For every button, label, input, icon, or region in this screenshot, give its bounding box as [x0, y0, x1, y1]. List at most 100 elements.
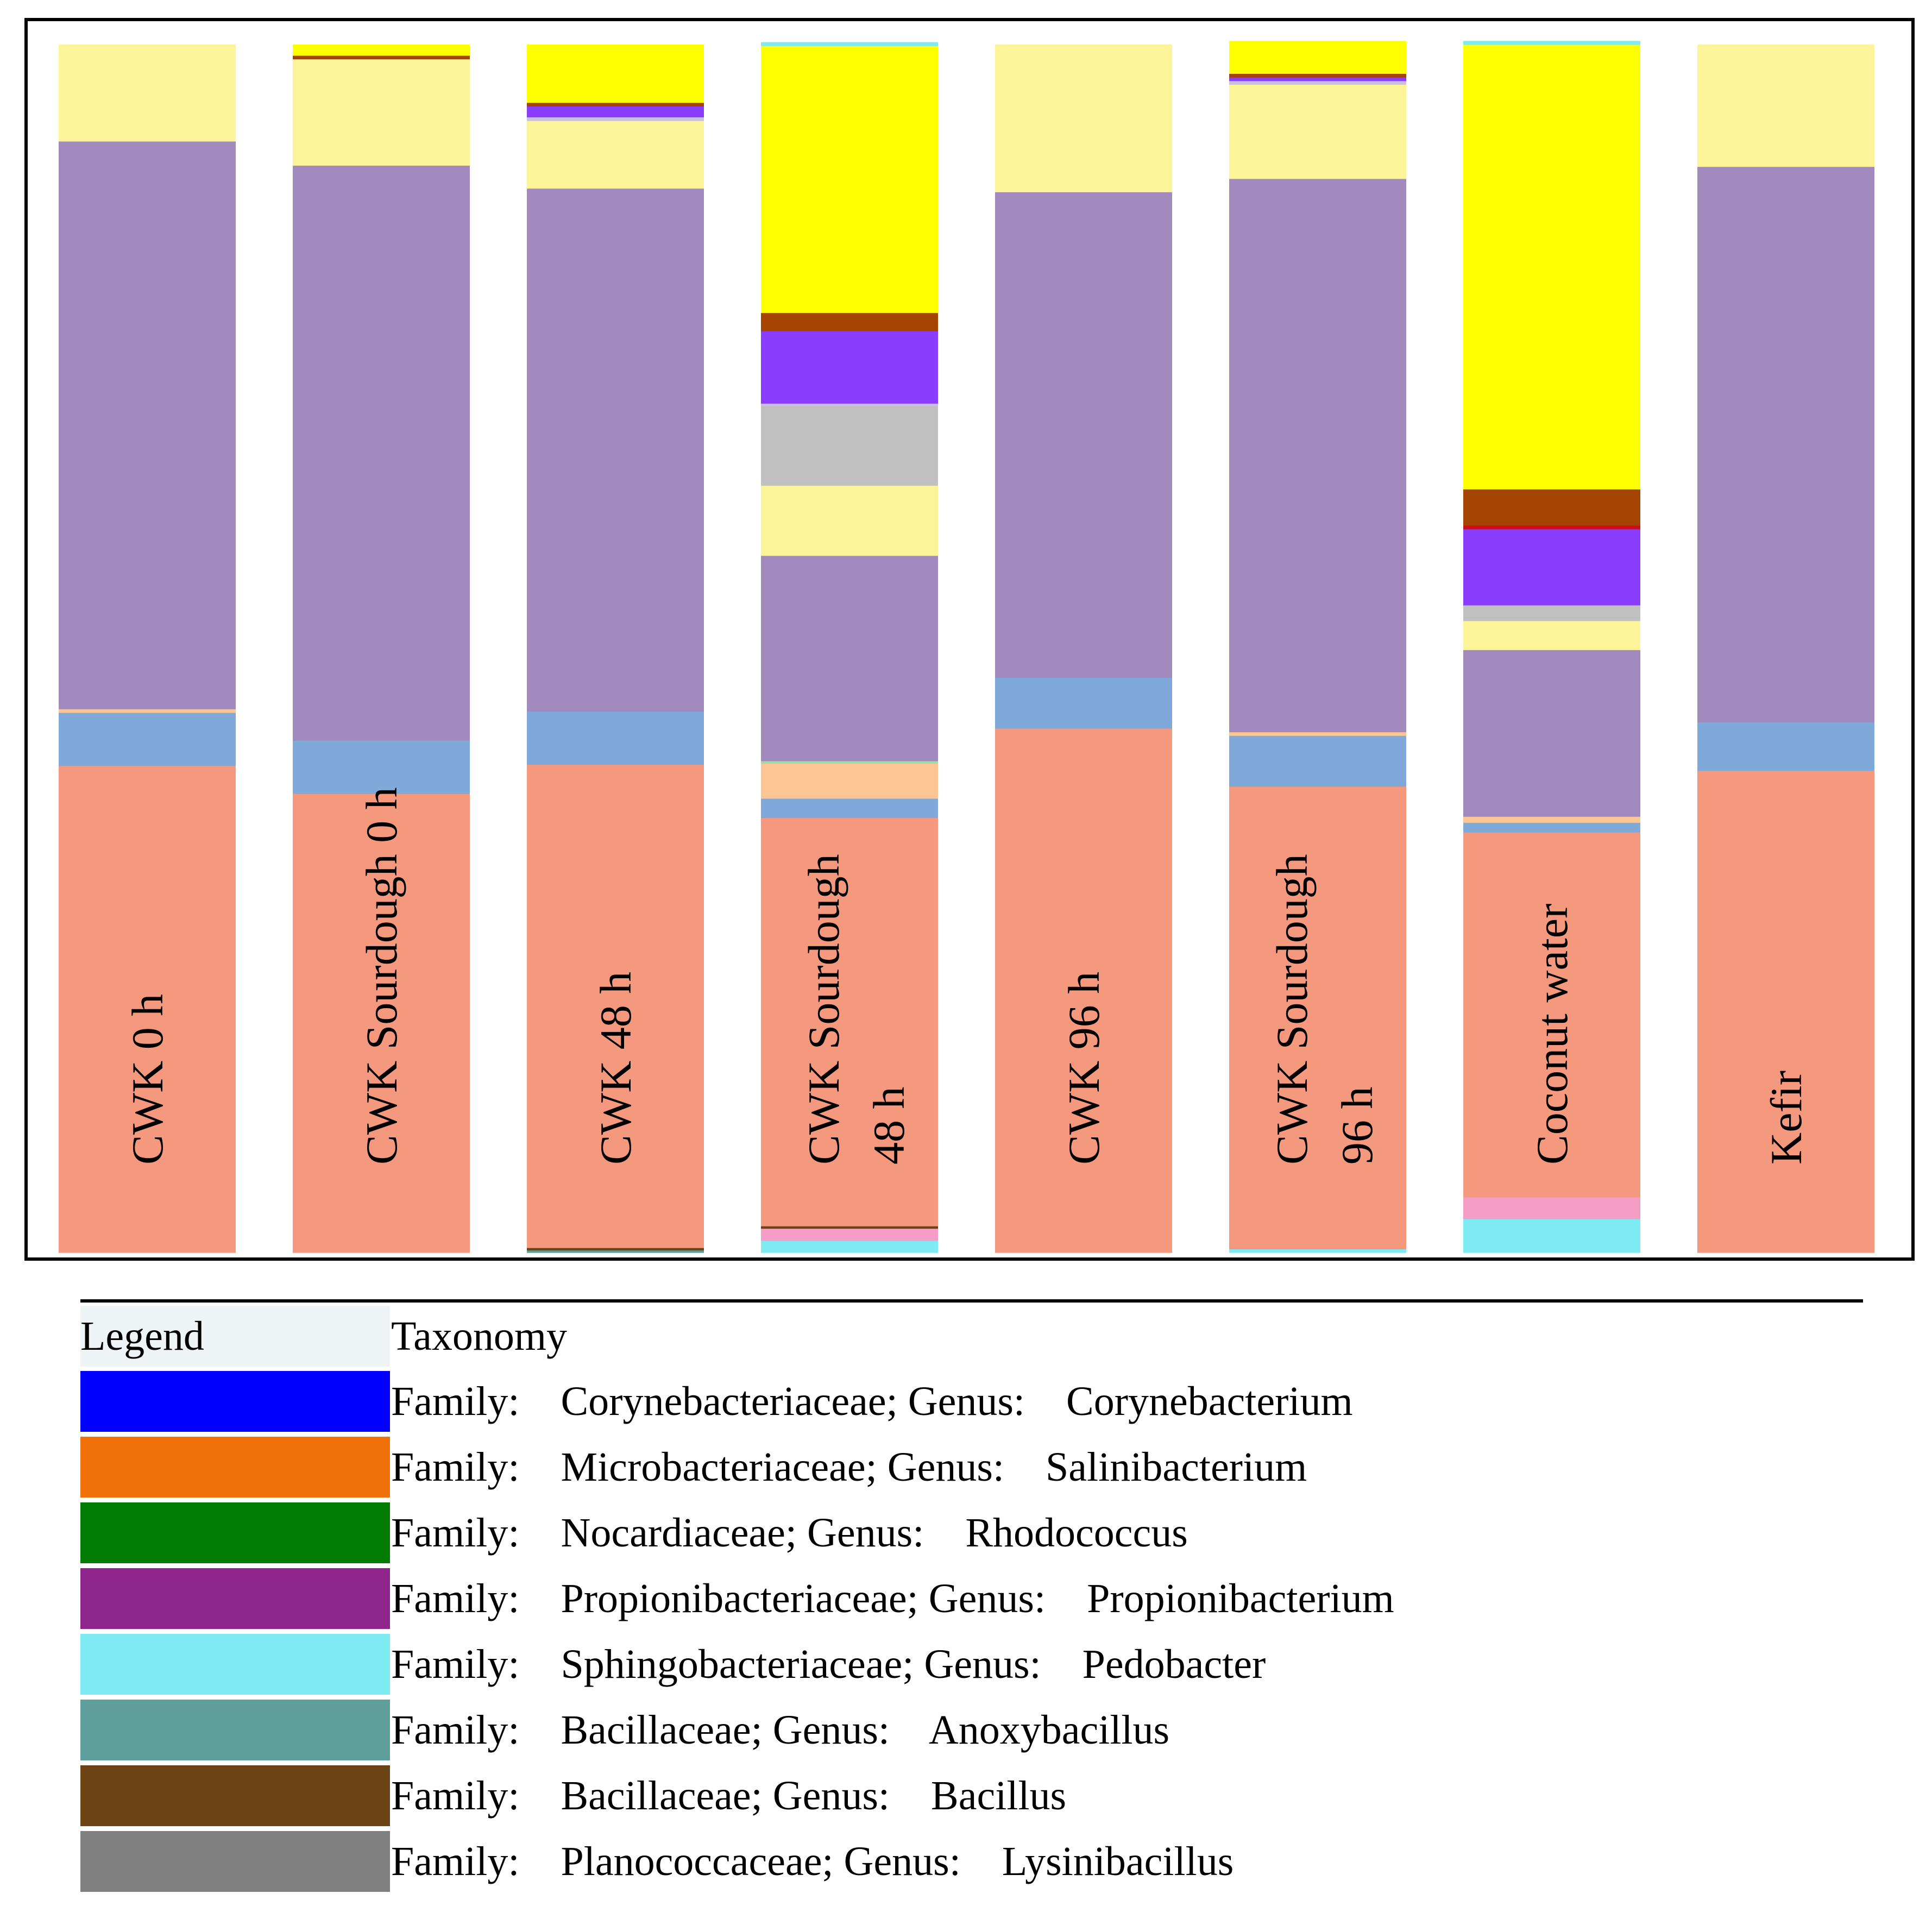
bar-label-1: CWK Sourdough 0 h: [357, 787, 406, 1165]
bar-segment-6-14: [1463, 489, 1640, 526]
bar-label-line: Coconut water: [1527, 904, 1577, 1165]
bar-segment-5-11: [1229, 80, 1406, 85]
bar-label-5: CWK Sourdough 96 h: [1267, 854, 1382, 1165]
bar-segment-3-12: [761, 331, 938, 404]
legend-header-label: Legend: [80, 1313, 204, 1359]
bar-label-line: CWK Sourdough: [799, 854, 848, 1165]
legend-swatch: [80, 1437, 390, 1498]
bar-segment-6-9: [1463, 620, 1640, 650]
legend-swatch: [80, 1371, 390, 1432]
bar-segment-2-15: [527, 45, 704, 103]
bar-segment-3-16: [761, 42, 938, 46]
bar-segment-3-5: [761, 798, 938, 818]
bar-segment-6-16: [1463, 41, 1640, 45]
bar-segment-6-15: [1463, 45, 1640, 490]
bar-segment-6-0: [1463, 1218, 1640, 1253]
legend-swatch: [80, 1634, 390, 1695]
bar-segment-3-7: [761, 760, 938, 764]
bar-segment-3-1: [761, 1228, 938, 1241]
bar-segment-3-3: [761, 1226, 938, 1229]
legend-swatch: [80, 1700, 390, 1760]
bar-segment-4-9: [995, 45, 1172, 192]
legend-swatch: [80, 1568, 390, 1629]
bar-segment-5-4: [1229, 786, 1406, 1249]
bar-label-line: 48 h: [864, 1087, 914, 1165]
bar-segment-2-3: [527, 1248, 704, 1251]
legend-label: Family: Planococcaceae; Genus: Lysinibac…: [391, 1839, 1234, 1884]
bar-segment-6-1: [1463, 1197, 1640, 1219]
bar-segment-2-4: [527, 764, 704, 1248]
bar-segment-3-0: [761, 1240, 938, 1253]
bar-label-line: CWK Sourdough: [1267, 854, 1317, 1165]
bar-segment-6-13: [1463, 525, 1640, 530]
bar-segment-3-10: [761, 405, 938, 486]
bar-segment-1-8: [293, 165, 470, 741]
bar-segment-2-5: [527, 711, 704, 765]
bar-segment-5-0: [1229, 1249, 1406, 1253]
bar-segment-7-4: [1697, 770, 1874, 1253]
stacked-bar-chart: CWK 0 h CWK Sourdough 0 h CWK 48 h CWK Sour…: [59, 41, 1874, 1253]
bar-segment-2-14: [527, 102, 704, 107]
bar-label-0: CWK 0 h: [123, 994, 172, 1165]
bar-segment-1-4: [293, 793, 470, 1253]
legend-top-rule: [80, 1299, 1863, 1303]
bar-label-3: CWK Sourdough 48 h: [799, 854, 914, 1165]
bar-segment-3-4: [761, 817, 938, 1226]
legend-swatch: [80, 1831, 390, 1892]
bar-segment-5-15: [1229, 41, 1406, 74]
legend-label: Family: Bacillaceae; Genus: Anoxybacillu…: [391, 1707, 1170, 1753]
bar-segment-0-4: [59, 765, 236, 1253]
bar-segment-1-5: [293, 740, 470, 794]
legend-label: Family: Propionibacteriaceae; Genus: Pro…: [391, 1576, 1394, 1621]
bar-segment-5-6: [1229, 732, 1406, 736]
bar-segment-3-8: [761, 555, 938, 762]
bar-segment-3-9: [761, 485, 938, 556]
bar-segment-0-9: [59, 45, 236, 142]
bar-segment-2-8: [527, 188, 704, 712]
bar-segment-5-5: [1229, 735, 1406, 787]
legend-header-cell: Legend: [80, 1306, 390, 1367]
bar-segment-2-11: [527, 117, 704, 121]
legend-swatch: [80, 1765, 390, 1826]
bar-segment-4-5: [995, 677, 1172, 729]
chart-frame: CWK 0 h CWK Sourdough 0 h CWK 48 h CWK Sour…: [24, 18, 1915, 1261]
bar-segment-7-5: [1697, 722, 1874, 771]
bar-segment-1-9: [293, 59, 470, 166]
taxonomy-header-label: Taxonomy: [391, 1313, 567, 1359]
bar-segment-3-14: [761, 312, 938, 331]
legend-label: Family: Nocardiaceae; Genus: Rhodococcus: [391, 1510, 1188, 1556]
bar-segment-1-15: [293, 45, 470, 56]
bar-segment-2-9: [527, 121, 704, 189]
bar-label-2: CWK 48 h: [591, 972, 640, 1165]
legend-label: Family: Sphingobacteriaceae; Genus: Pedo…: [391, 1641, 1266, 1687]
bar-segment-0-8: [59, 141, 236, 709]
bar-segment-3-6: [761, 763, 938, 799]
bar-segment-3-11: [761, 403, 938, 406]
legend-label: Family: Corynebacteriaceae; Genus: Coryn…: [391, 1379, 1353, 1424]
legend-label: Family: Microbacteriaceae; Genus: Salini…: [391, 1444, 1307, 1490]
bar-segment-6-10: [1463, 605, 1640, 621]
bar-label-4: CWK 96 h: [1059, 972, 1109, 1165]
bar-label-line: CWK 0 h: [123, 994, 172, 1165]
bar-label-line: Kefir: [1761, 1071, 1811, 1165]
legend-swatch: [80, 1502, 390, 1563]
bar-segment-1-14: [293, 55, 470, 60]
bar-segment-3-15: [761, 46, 938, 313]
bar-segment-5-8: [1229, 178, 1406, 733]
bar-label-6: Coconut water: [1527, 904, 1577, 1165]
bar-segment-5-14: [1229, 73, 1406, 78]
bar-segment-7-8: [1697, 166, 1874, 723]
bar-segment-4-8: [995, 192, 1172, 678]
bar-segment-6-5: [1463, 822, 1640, 833]
bar-label-line: CWK 48 h: [591, 972, 640, 1165]
bar-segment-5-12: [1229, 77, 1406, 81]
bar-label-line: 96 h: [1332, 1087, 1382, 1165]
legend-label: Family: Bacillaceae; Genus: Bacillus: [391, 1773, 1067, 1819]
bar-segment-6-8: [1463, 650, 1640, 817]
bar-label-line: CWK 96 h: [1059, 972, 1109, 1165]
bar-segment-6-6: [1463, 816, 1640, 823]
bar-segment-0-5: [59, 712, 236, 766]
bar-segment-4-4: [995, 728, 1172, 1253]
bar-segment-0-6: [59, 709, 236, 713]
bar-segment-5-9: [1229, 84, 1406, 179]
